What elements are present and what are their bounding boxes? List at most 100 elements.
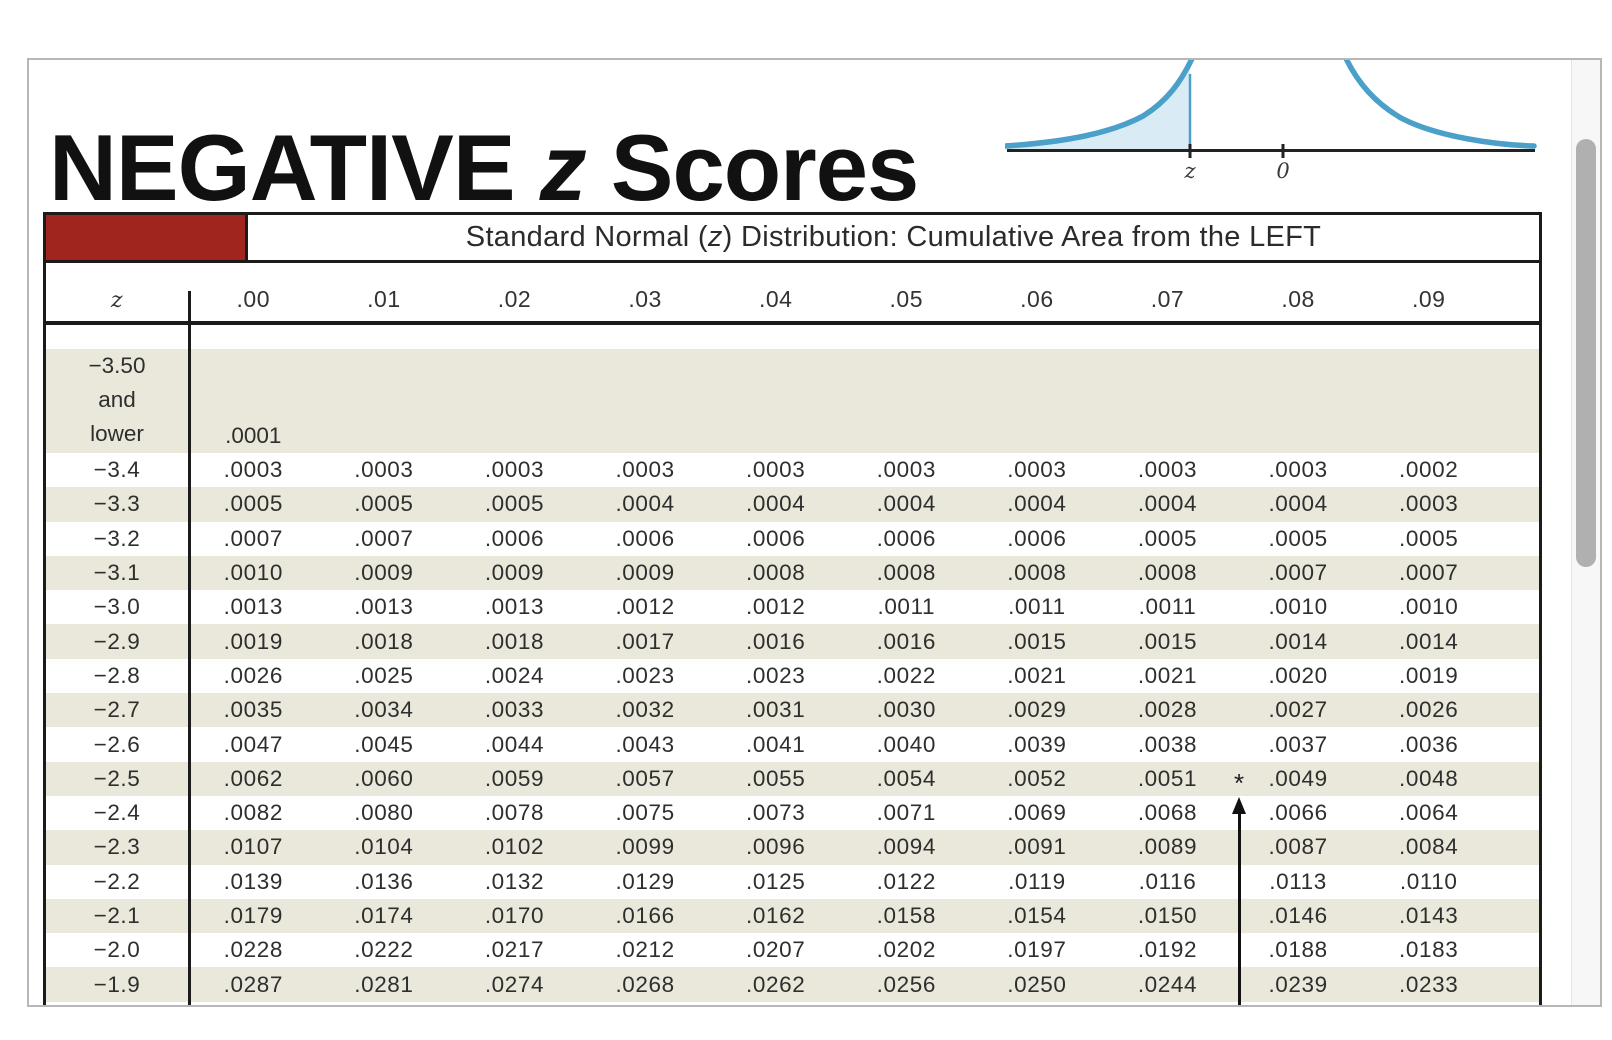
table-cell: .0091 [1007, 834, 1067, 860]
table-cell: .0014 [1399, 628, 1459, 654]
table-cell: .0003 [1007, 457, 1067, 483]
table-cell: .0026 [223, 662, 283, 688]
column-header-06: .06 [1020, 286, 1054, 312]
table-cell: .0062 [223, 765, 283, 791]
table-cell: .0006 [746, 525, 806, 551]
table-cell: .0281 [354, 971, 414, 997]
table-cell: .0023 [615, 662, 675, 688]
table-cell: .0228 [223, 937, 283, 963]
table-row: −2.1 .0179 .0174 .0170 .0166 .0162 .0158 .0154.… [46, 898, 1539, 934]
table-cell: .0212 [615, 937, 675, 963]
table-cell: .0064 [1399, 800, 1459, 826]
table-cell: .0003 [746, 457, 806, 483]
table-cell: .0154 [1007, 903, 1067, 928]
table-cell: .0143 [1399, 903, 1459, 928]
table-cell: .0006 [484, 525, 545, 551]
table-cell: .0003 [615, 457, 675, 483]
table-cell: .0006 [615, 525, 675, 551]
table-cell: .0004 [876, 491, 936, 517]
table-cell: .0166 [615, 903, 675, 928]
table-row: −2.9 .0019 .0018 .0018 .0017 .0016 .0016 .0015.… [46, 624, 1539, 659]
table-cell: .0202 [876, 937, 936, 963]
table-cell: .0008 [1007, 560, 1067, 586]
table-cell: .0016 [876, 628, 936, 654]
table-cell: .0011 [1008, 594, 1066, 620]
table-cell: .0039 [1007, 731, 1067, 757]
table-cell: .0029 [1007, 697, 1067, 723]
table-cell: .0038 [1137, 731, 1198, 757]
table-cell: .0048 [1399, 765, 1459, 791]
table-row-lower-tail: −3.50 and lower .0001 [46, 349, 1539, 453]
table-cell: .0003 [1268, 457, 1328, 483]
table-row: −3.2 .0007 .0007 .0006 .0006 .0006 .0006 .0006.… [46, 521, 1539, 556]
column-header-01: .01 [367, 286, 401, 312]
table-cell: .0024 [484, 662, 545, 688]
row-label: −2.0 [93, 937, 141, 963]
zero-axis-label: 0 [1276, 159, 1289, 183]
table-cell: .0094 [876, 834, 936, 860]
table-cell: .0030 [876, 697, 936, 723]
table-row: −2.5 .0062 .0060 .0059 .0057 .0055 .0054 .0052.… [46, 761, 1539, 796]
table-cell: .0096 [746, 834, 806, 860]
table-cell: .0239 [1268, 971, 1328, 997]
table-cell: .0007 [354, 525, 414, 551]
table-cell: .0009 [484, 560, 545, 586]
table-cell: .0183 [1399, 937, 1459, 963]
table-cell: .0233 [1399, 971, 1459, 997]
table-cell: .0005 [1137, 525, 1198, 551]
row-label: −2.7 [93, 697, 141, 723]
table-cell: .0031 [746, 697, 806, 723]
row-label: −3.4 [93, 457, 141, 483]
table-title-z: z [707, 221, 723, 253]
table-cell: .0040 [876, 731, 936, 757]
table-cell: .0217 [484, 937, 545, 963]
row-label: −2.6 [93, 731, 141, 757]
row-label: −2.2 [93, 868, 141, 894]
table-cell: .0132 [484, 868, 545, 894]
table-cell: .0021 [1007, 662, 1067, 688]
page-title-z: z [539, 114, 587, 220]
table-cell: .0078 [484, 800, 545, 826]
table-cell: .0250 [1007, 971, 1067, 997]
table-cell: .0055 [746, 765, 806, 791]
table-cell: .0287 [223, 971, 283, 997]
table-cell: .0019 [223, 628, 283, 654]
table-cell: .0004 [1007, 491, 1067, 517]
table-cell: .0110 [1399, 868, 1458, 894]
table-cell: .0049 [1268, 765, 1328, 791]
table-cell: .0008 [746, 560, 806, 586]
table-cell: .0006 [1007, 525, 1067, 551]
table-cell: .0043 [615, 731, 675, 757]
table-cell: .0174 [354, 903, 414, 928]
table-cell: .0084 [1399, 834, 1459, 860]
table-title: Standard Normal (z) Distribution: Cumula… [248, 215, 1539, 260]
row-label: −3.2 [93, 525, 141, 551]
row-label-line: and [98, 387, 136, 412]
table-cell: .0080 [354, 800, 414, 826]
table-cell: .0007 [1268, 560, 1328, 586]
table-cell: .0012 [615, 594, 675, 620]
vertical-scrollbar-thumb[interactable] [1576, 139, 1596, 567]
table-cell: .0052 [1007, 765, 1067, 791]
vertical-scrollbar-track[interactable] [1571, 60, 1600, 1005]
table-cell: .0051 [1137, 765, 1198, 791]
table-cell: .0244 [1137, 971, 1198, 997]
table-cell: .0009 [615, 560, 675, 586]
table-cell: .0014 [1268, 628, 1328, 654]
page-title: NEGATIVE z Scores [49, 118, 919, 218]
row-label: −2.3 [93, 834, 141, 860]
row-label: −3.0 [93, 594, 141, 620]
table-cell: .0069 [1007, 800, 1067, 826]
column-header-04: .04 [758, 286, 793, 312]
table-row: −3.3 .0005 .0005 .0005 .0004 .0004 .0004 .0004.… [46, 487, 1539, 522]
column-header-05: .05 [889, 286, 924, 312]
table-cell: .0034 [354, 697, 414, 723]
table-cell: .0010 [223, 560, 283, 586]
table-cell: .0119 [1008, 868, 1066, 894]
row-label: −2.8 [93, 662, 141, 688]
table-cell: .0011 [877, 594, 936, 620]
table-cell: .0060 [354, 765, 414, 791]
table-cell: .0158 [876, 903, 936, 928]
table-cell: .0041 [746, 731, 806, 757]
table-cell: .0136 [354, 868, 414, 894]
